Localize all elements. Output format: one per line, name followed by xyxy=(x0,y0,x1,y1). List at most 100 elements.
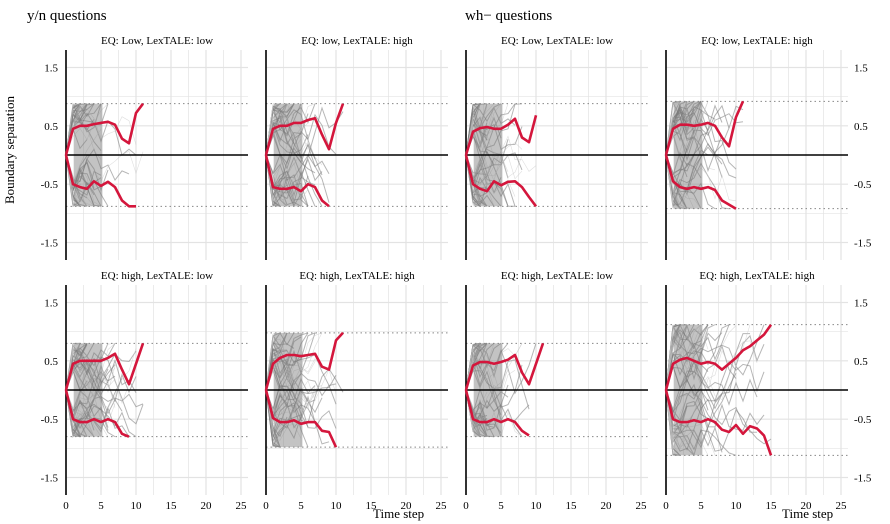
trajectory-line xyxy=(665,327,709,391)
trajectory-line xyxy=(665,389,765,437)
x-tick-label: 20 xyxy=(201,500,213,512)
panel: EQ: Low, LexTALE: low 1.5 0.5 -0.5 -1.5 xyxy=(41,35,248,260)
trajectory-line xyxy=(665,324,765,403)
x-tick-label: 10 xyxy=(531,500,543,512)
trajectory-line xyxy=(665,104,723,177)
trajectory-line xyxy=(465,389,523,438)
trajectory-line xyxy=(265,332,316,391)
mean-path xyxy=(664,389,773,456)
trajectory-line xyxy=(465,151,523,181)
trajectory-line xyxy=(65,347,116,408)
x-tick-label: 20 xyxy=(601,500,613,512)
y-tick-label: 0.5 xyxy=(854,121,868,133)
trajectory-line xyxy=(265,389,288,441)
trajectory-line xyxy=(265,332,323,415)
x-axis-label-right: Time step xyxy=(782,506,834,521)
x-tick-label: 25 xyxy=(436,500,448,512)
mean-path xyxy=(664,100,745,156)
panel-title: EQ: Low, LexTALE: low xyxy=(501,35,613,47)
trajectory-line xyxy=(65,365,130,404)
trajectory-line xyxy=(665,334,702,391)
trajectory-line xyxy=(665,101,709,156)
x-tick-label: 0 xyxy=(263,500,269,512)
mean-path xyxy=(464,342,545,391)
x-tick-label: 15 xyxy=(766,500,778,512)
trajectory-line xyxy=(665,333,750,411)
group-title-yn: y/n questions xyxy=(27,8,107,24)
mean-path xyxy=(64,389,130,438)
y-tick-label: 0.5 xyxy=(44,356,58,368)
trajectory-line xyxy=(265,370,337,429)
x-tick-label: 10 xyxy=(131,500,143,512)
trajectory-line xyxy=(65,389,137,438)
trajectory-line xyxy=(665,104,730,156)
y-tick-label: 0.5 xyxy=(44,121,58,133)
panel-title: EQ: high, LexTALE: high xyxy=(299,270,415,282)
trajectory-line xyxy=(665,122,695,175)
trajectory-line xyxy=(265,332,281,391)
trajectory-line xyxy=(65,358,123,393)
panel-title: EQ: Low, LexTALE: low xyxy=(101,35,213,47)
trajectory-line xyxy=(665,112,744,156)
trajectory-line xyxy=(265,117,323,176)
mean-path xyxy=(64,102,145,156)
trajectory-line xyxy=(265,113,309,165)
trajectory-line xyxy=(265,368,337,412)
y-tick-label: 1.5 xyxy=(854,298,868,310)
y-tick-label: -0.5 xyxy=(854,179,872,191)
panel-title: EQ: high, LexTALE: low xyxy=(501,270,613,282)
mean-path xyxy=(264,103,345,156)
panel: EQ: high, LexTALE: high 0 5 10 15 20 25 xyxy=(263,270,448,512)
x-tick-label: 0 xyxy=(663,500,669,512)
panel-title: EQ: low, LexTALE: high xyxy=(301,35,413,47)
y-tick-label: -1.5 xyxy=(41,238,59,250)
y-tick-label: 1.5 xyxy=(854,63,868,75)
panel-title: EQ: high, LexTALE: high xyxy=(699,270,815,282)
trajectory-line xyxy=(465,103,502,156)
y-tick-label: 1.5 xyxy=(44,63,58,75)
y-tick-label: -0.5 xyxy=(854,414,872,426)
x-tick-label: 15 xyxy=(366,500,378,512)
trajectory-line xyxy=(665,332,723,391)
trajectory-line xyxy=(665,389,709,456)
trajectory-line xyxy=(265,154,323,202)
x-tick-label: 5 xyxy=(98,500,104,512)
trajectory-line xyxy=(65,103,81,156)
x-tick-label: 20 xyxy=(801,500,813,512)
trajectory-line xyxy=(265,112,302,156)
trajectory-line xyxy=(65,369,102,437)
mean-path xyxy=(264,154,330,208)
panel: EQ: high, LexTALE: high 1.5 0.5 -0.5 -1.5 0 5 1… xyxy=(663,270,872,512)
trajectory-line xyxy=(665,389,695,456)
y-tick-label: -1.5 xyxy=(854,473,872,485)
trajectory-line xyxy=(465,135,537,206)
panel: EQ: low, LexTALE: high 1.5 0.5 -0.5 -1.5 xyxy=(664,35,872,260)
trajectory-line xyxy=(265,332,316,391)
x-tick-label: 15 xyxy=(166,500,178,512)
y-tick-label: -0.5 xyxy=(41,414,59,426)
x-tick-label: 15 xyxy=(566,500,578,512)
trajectory-line xyxy=(65,343,116,391)
x-tick-label: 10 xyxy=(731,500,743,512)
trajectory-line xyxy=(665,324,751,401)
trajectory-line xyxy=(65,350,137,421)
trajectory-line xyxy=(465,103,481,156)
trajectory-line xyxy=(665,324,695,391)
trajectory-line xyxy=(65,103,109,156)
panel-title: EQ: high, LexTALE: low xyxy=(101,270,213,282)
trajectory-line xyxy=(465,357,516,399)
trajectory-line xyxy=(665,372,737,445)
trajectory-line xyxy=(265,332,309,391)
mean-path xyxy=(464,154,538,208)
trajectory-line xyxy=(265,358,323,391)
trajectory-line xyxy=(265,154,330,203)
trajectory-line xyxy=(265,138,302,178)
trajectory-line xyxy=(65,109,137,156)
trajectory-line xyxy=(65,343,81,391)
trajectory-line xyxy=(65,108,137,156)
trajectory-line xyxy=(665,389,702,439)
trajectory-line xyxy=(65,389,88,437)
trajectory-line xyxy=(665,142,723,192)
panel-title: EQ: low, LexTALE: high xyxy=(701,35,813,47)
